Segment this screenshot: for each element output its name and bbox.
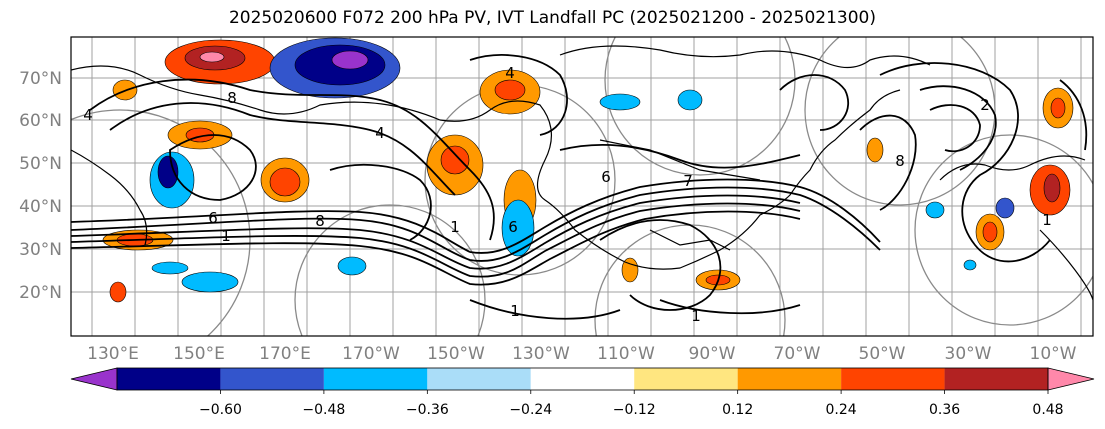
longitude-label: 150°W [427,344,485,364]
colorbar-segment [117,368,221,390]
longitude-label: 150°E [173,344,225,364]
latitude-label: 70°N [19,69,62,89]
colorbar-segment [220,368,324,390]
colorbar-segment [530,368,635,390]
colorbar-extend-low [70,367,118,391]
colorbar-tick-label: −0.24 [509,402,552,418]
contour-label: 1 [691,307,701,325]
colorbar-frame [116,367,1049,391]
contour-label: 1 [450,218,460,236]
latitude-label: 40°N [19,197,62,217]
contour-label: 1 [1042,211,1052,229]
colorbar-tick-label: 0.48 [1032,402,1063,418]
contour-label: 8 [895,152,905,170]
latitude-label: 30°N [19,240,62,260]
colorbar-segment [944,368,1048,390]
colorbar-tick-label: −0.60 [199,402,242,418]
colorbar-extend-high [1047,367,1095,391]
longitude-label: 90°W [689,344,736,364]
contour-label: 2 [980,96,990,114]
latitude-label: 60°N [19,111,62,131]
contour-label: 1 [510,302,520,320]
contour-label: 4 [505,64,515,82]
pv-shading [102,37,1074,303]
latitude-label: 20°N [19,283,62,303]
contour-label: 6 [601,168,611,186]
colorbar-segment [634,368,738,390]
longitude-label: 170°E [259,344,311,364]
map-title: 2025020600 F072 200 hPa PV, IVT Landfall… [228,8,876,28]
colorbar-labels: −0.60 −0.48 −0.36 −0.24 −0.12 0.12 0.24 0.36 0.4… [199,390,1064,418]
colorbar-tick-label: 0.12 [722,402,753,418]
colorbar-segment [323,368,428,390]
colorbar-tick-label: 0.24 [826,402,857,418]
colorbar [70,367,1095,391]
contour-label: 8 [227,89,237,107]
latitude-label: 50°N [19,154,62,174]
contour-label: 6 [508,218,518,236]
longitude-label: 170°W [342,344,400,364]
longitude-label: 130°W [512,344,570,364]
colorbar-tick-label: −0.36 [406,402,449,418]
colorbar-segment [427,368,531,390]
graticule [71,37,1093,336]
contour-label: 4 [83,106,93,124]
contour-label: 4 [375,124,385,142]
latitude-labels: 70°N 60°N 50°N 40°N 30°N 20°N [19,69,62,303]
contours [71,54,1088,320]
plot-frame [70,36,1094,337]
longitude-label: 130°E [87,344,139,364]
colorbar-segment [737,368,842,390]
longitude-labels: 130°E 150°E 170°E 170°W 150°W 130°W 110°W 90°W 7… [87,344,1077,364]
contour-label: 1 [221,227,231,245]
colorbar-tick-label: −0.12 [613,402,656,418]
contour-label: 7 [683,172,693,190]
longitude-label: 50°W [859,344,906,364]
longitude-label: 110°W [597,344,655,364]
longitude-label: 10°W [1030,344,1077,364]
colorbar-tick-label: −0.48 [302,402,345,418]
contour-label: 8 [315,212,325,230]
colorbar-segment [841,368,945,390]
colorbar-tick-label: 0.36 [929,402,960,418]
longitude-label: 30°W [945,344,992,364]
contour-label: 6 [208,209,218,227]
longitude-label: 70°W [774,344,821,364]
